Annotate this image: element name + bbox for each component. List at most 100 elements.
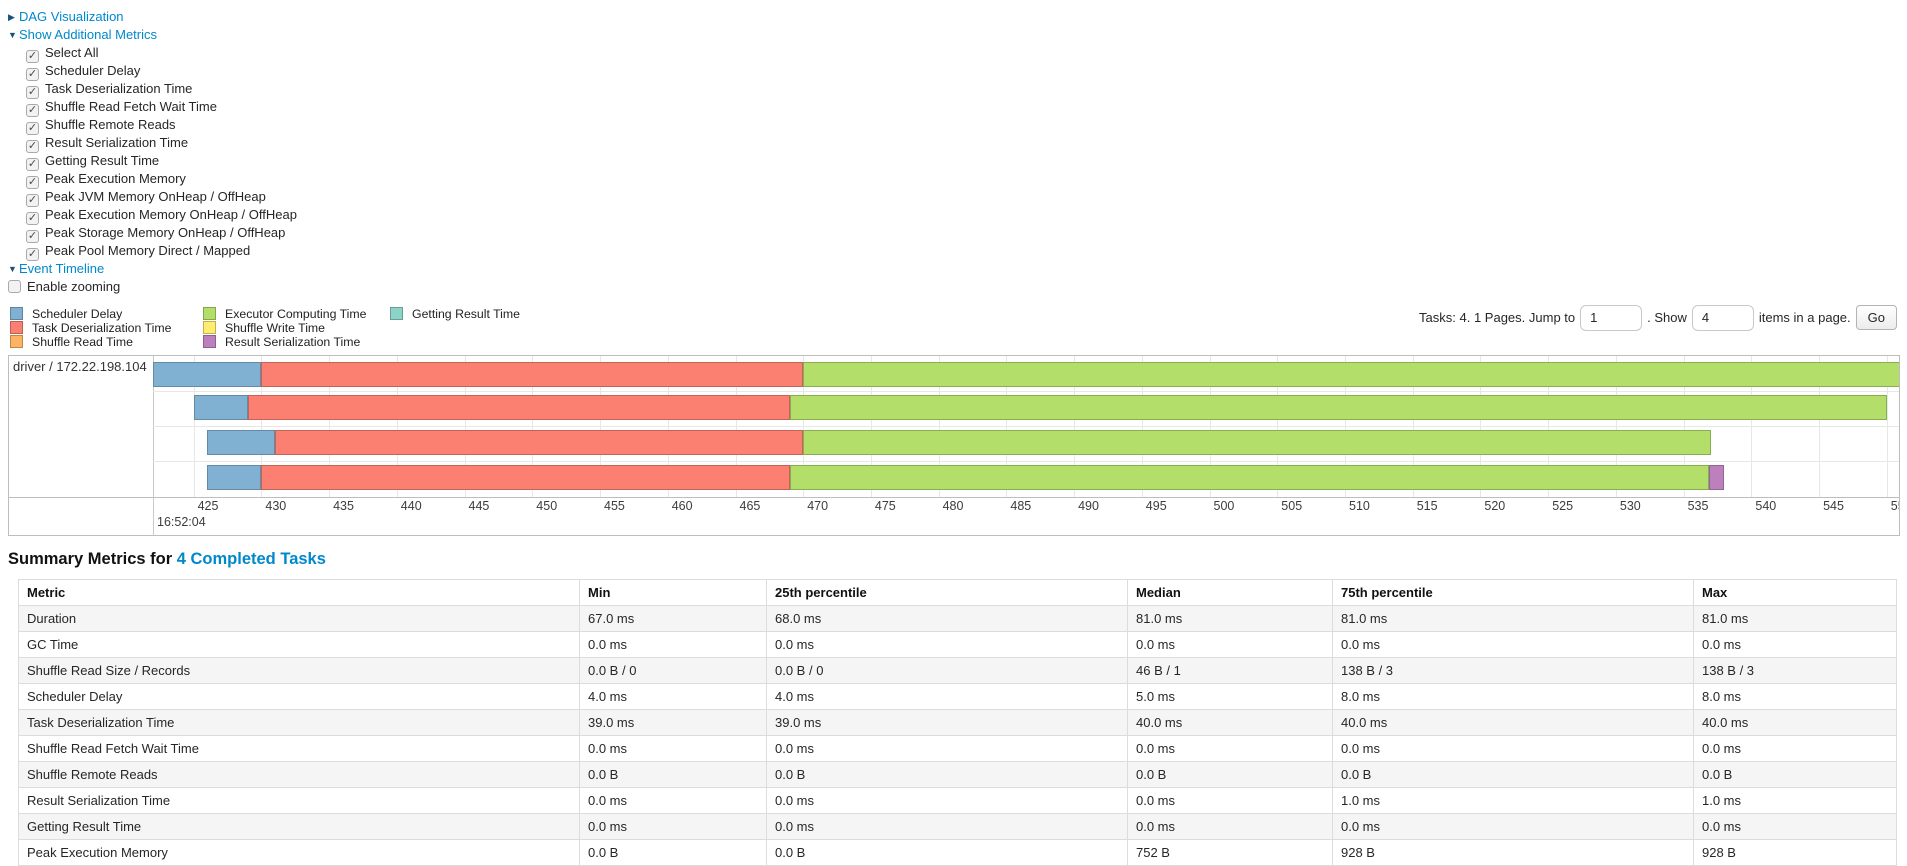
table-cell: 0.0 B xyxy=(1332,761,1694,788)
table-cell: 0.0 B xyxy=(766,839,1128,866)
legend-label: Shuffle Read Time xyxy=(32,335,133,349)
items-per-page-input[interactable] xyxy=(1691,304,1754,331)
task-deserialization-time-segment[interactable] xyxy=(261,465,790,490)
metric-checkbox[interactable] xyxy=(26,68,39,81)
metric-checkbox-row: Task Deserialization Time xyxy=(8,80,1907,99)
task-deserialization-time-segment[interactable] xyxy=(247,395,790,420)
result-serialization-time-segment[interactable] xyxy=(1709,465,1725,490)
table-cell: 0.0 ms xyxy=(766,787,1128,814)
task-deserialization-time-swatch-icon xyxy=(10,321,23,334)
metric-checkbox[interactable] xyxy=(26,140,39,153)
metric-checkbox[interactable] xyxy=(26,86,39,99)
row-separator xyxy=(153,426,1899,427)
table-cell: 0.0 ms xyxy=(1693,813,1897,840)
pagination-prefix-text: Tasks: 4. 1 Pages. Jump to xyxy=(1419,310,1576,325)
task-bar[interactable] xyxy=(9,465,1899,490)
column-header: 75th percentile xyxy=(1332,579,1694,606)
legend-label: Getting Result Time xyxy=(412,307,520,321)
executor-computing-time-segment[interactable] xyxy=(789,395,1887,420)
axis-tick-label: 550 xyxy=(1890,499,1899,513)
executor-computing-time-segment[interactable] xyxy=(803,430,1711,455)
table-cell: 81.0 ms xyxy=(1127,605,1333,632)
axis-tick-label: 510 xyxy=(1349,499,1370,513)
completed-tasks-link[interactable]: 4 Completed Tasks xyxy=(176,550,326,568)
getting-result-time-swatch-icon xyxy=(390,307,403,320)
event-timeline-chart: driver / 172.22.198.104 425 430 435 440 445 4… xyxy=(8,355,1900,536)
dag-visualization-toggle[interactable]: ▶ DAG Visualization xyxy=(8,9,124,24)
table-cell: 40.0 ms xyxy=(1693,709,1897,736)
task-deserialization-time-segment[interactable] xyxy=(261,362,804,387)
table-cell: 0.0 ms xyxy=(1332,813,1694,840)
task-bar[interactable] xyxy=(9,430,1899,455)
metric-checkbox-row: Scheduler Delay xyxy=(8,62,1907,81)
scheduler-delay-segment[interactable] xyxy=(207,430,275,455)
enable-zooming-checkbox[interactable] xyxy=(8,280,21,293)
jump-to-page-input[interactable] xyxy=(1580,304,1643,331)
table-row: Duration 67.0 ms 68.0 ms 81.0 ms 81.0 ms 81.0… xyxy=(18,605,1897,632)
metric-checkbox[interactable] xyxy=(26,50,39,63)
table-cell: 39.0 ms xyxy=(579,709,767,736)
table-cell: 0.0 ms xyxy=(579,735,767,762)
axis-tick-label: 465 xyxy=(739,499,761,513)
go-button[interactable]: Go xyxy=(1855,305,1897,330)
legend-column: Executor Computing Time Shuffle Write Tim… xyxy=(203,307,390,349)
table-cell: 1.0 ms xyxy=(1332,787,1694,814)
legend-label: Result Serialization Time xyxy=(225,335,361,349)
executor-label: driver / 172.22.198.104 xyxy=(13,359,147,374)
metric-checkbox[interactable] xyxy=(26,176,39,189)
table-cell: 39.0 ms xyxy=(766,709,1128,736)
metric-checkbox-label: Getting Result Time xyxy=(45,153,160,168)
axis-tick-label: 535 xyxy=(1687,499,1709,513)
task-pagination: Tasks: 4. 1 Pages. Jump to . Show items … xyxy=(1419,304,1897,331)
table-row: GC Time 0.0 ms 0.0 ms 0.0 ms 0.0 ms 0.0 ms xyxy=(18,631,1897,658)
table-cell: 0.0 ms xyxy=(1127,787,1333,814)
table-cell: 928 B xyxy=(1332,839,1694,866)
axis-tick-label: 485 xyxy=(1010,499,1032,513)
axis-major-tick-label: 16:52:04 xyxy=(157,515,206,529)
table-cell: 81.0 ms xyxy=(1693,605,1897,632)
legend-item: Shuffle Read Time xyxy=(10,335,203,349)
scheduler-delay-segment[interactable] xyxy=(153,362,262,387)
pagination-suffix-text: items in a page. xyxy=(1758,310,1851,325)
table-cell: Duration xyxy=(18,605,580,632)
axis-tick-label: 440 xyxy=(400,499,422,513)
enable-zooming-label: Enable zooming xyxy=(27,279,121,294)
metric-checkbox[interactable] xyxy=(26,212,39,225)
axis-tick-label: 450 xyxy=(536,499,558,513)
axis-tick-label: 430 xyxy=(265,499,287,513)
expanded-arrow-icon: ▼ xyxy=(8,264,17,274)
metric-checkbox[interactable] xyxy=(26,158,39,171)
show-additional-metrics-toggle[interactable]: ▼ Show Additional Metrics xyxy=(8,27,157,42)
metric-checkbox[interactable] xyxy=(26,104,39,117)
metric-checkbox-row: Getting Result Time xyxy=(8,152,1907,171)
metric-checkbox[interactable] xyxy=(26,194,39,207)
task-bar[interactable] xyxy=(9,395,1899,420)
metric-checkbox[interactable] xyxy=(26,248,39,261)
event-timeline-label: Event Timeline xyxy=(19,261,105,276)
row-separator xyxy=(153,461,1899,462)
axis-tick-label: 505 xyxy=(1281,499,1303,513)
table-row: Shuffle Read Fetch Wait Time 0.0 ms 0.0 ms… xyxy=(18,735,1897,762)
table-cell: 0.0 ms xyxy=(1332,631,1694,658)
table-cell: 1.0 ms xyxy=(1693,787,1897,814)
axis-tick-label: 530 xyxy=(1619,499,1641,513)
task-deserialization-time-segment[interactable] xyxy=(274,430,804,455)
metric-checkbox[interactable] xyxy=(26,230,39,243)
task-bar[interactable] xyxy=(9,362,1899,387)
legend-item: Result Serialization Time xyxy=(203,335,390,349)
metric-checkbox-label: Result Serialization Time xyxy=(45,135,189,150)
metric-checkbox-row: Peak Storage Memory OnHeap / OffHeap xyxy=(8,224,1907,243)
metric-checkbox-label: Shuffle Remote Reads xyxy=(45,117,176,132)
scheduler-delay-segment[interactable] xyxy=(193,395,248,420)
executor-computing-time-segment[interactable] xyxy=(803,362,1899,387)
table-row: Shuffle Remote Reads 0.0 B 0.0 B 0.0 B 0.0 B… xyxy=(18,761,1897,788)
executor-computing-time-segment[interactable] xyxy=(789,465,1710,490)
table-row: Task Deserialization Time 39.0 ms 39.0 ms 4… xyxy=(18,709,1897,736)
scheduler-delay-segment[interactable] xyxy=(207,465,262,490)
dag-visualization-label: DAG Visualization xyxy=(19,9,124,24)
event-timeline-toggle[interactable]: ▼ Event Timeline xyxy=(8,261,104,276)
metric-checkbox[interactable] xyxy=(26,122,39,135)
show-additional-metrics-label: Show Additional Metrics xyxy=(19,27,158,42)
metric-checkbox-label: Peak Execution Memory OnHeap / OffHeap xyxy=(45,207,297,222)
table-cell: 0.0 B xyxy=(1693,761,1897,788)
